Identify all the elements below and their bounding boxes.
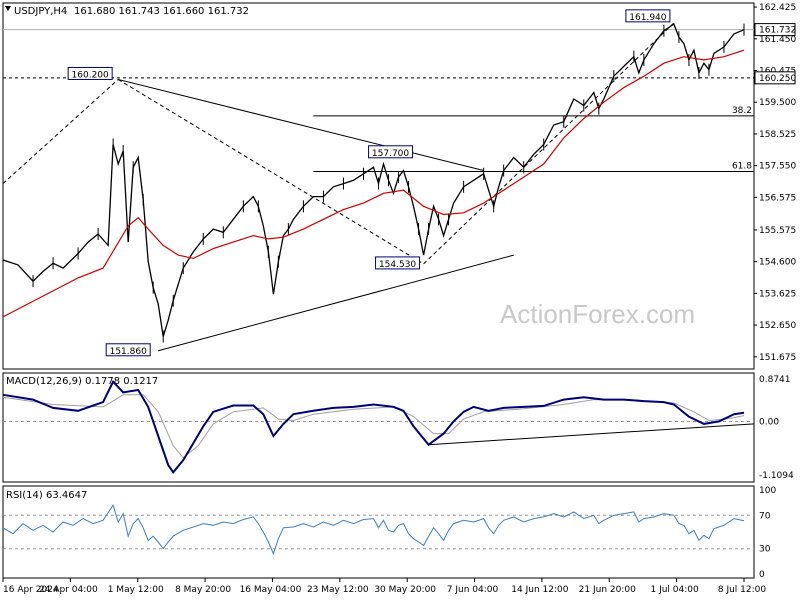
- price-y-tick-label: 153.625: [759, 289, 796, 299]
- price-point-label-box: [368, 145, 414, 159]
- macd-y-tick-label: -1.1094: [759, 471, 794, 481]
- chart-ohlc: 161.680 161.743 161.660 161.732: [74, 6, 249, 17]
- price-point-label: 161.940: [629, 13, 666, 23]
- fib-level-label: 38.2: [732, 106, 752, 116]
- rsi-y-tick-label: 70: [759, 511, 771, 521]
- x-tick-label: 14 Jun 12:00: [511, 585, 568, 595]
- x-tick-label: 16 May 04:00: [240, 585, 302, 595]
- pattern-dashed-line: [2, 79, 119, 184]
- rsi-y-tick-label: 0: [759, 570, 765, 580]
- pattern-dashed-line: [423, 22, 675, 265]
- price-y-tick-label: 155.575: [759, 226, 796, 236]
- macd-line: [2, 379, 745, 474]
- x-tick-label: 8 May 20:00: [175, 585, 231, 595]
- price-y-tick-label: 162.425: [759, 3, 796, 13]
- macd-panel: [2, 372, 755, 483]
- price-point-label: 151.860: [110, 347, 147, 357]
- macd-trendline: [428, 423, 755, 446]
- pattern-dashed-line: [117, 79, 424, 265]
- rsi-title: RSI(14) 63.4647: [6, 490, 87, 501]
- price-y-tick-label: 151.675: [759, 353, 796, 363]
- price-point-label: 154.530: [379, 260, 416, 270]
- price-y-tick-label: 159.500: [759, 98, 796, 108]
- triangle-lower-line: [158, 254, 514, 352]
- price-point-label-box: [625, 9, 671, 23]
- x-tick-label: 21 Jun 20:00: [579, 585, 636, 595]
- price-y-tick-label: 154.600: [759, 258, 796, 268]
- axis-layer: 162.425161.450160.475159.500158.525157.5…: [2, 3, 796, 595]
- rsi-panel: [2, 485, 755, 579]
- x-tick-label: 1 Jul 04:00: [650, 585, 699, 595]
- watermark: ActionForex.com: [500, 299, 695, 329]
- price-y-tick-label: 152.650: [759, 321, 796, 331]
- x-tick-label: 16 Apr 2024: [3, 585, 59, 595]
- price-series-layer: [2, 23, 745, 343]
- level-box: [754, 71, 796, 85]
- price-series-line: [2, 23, 745, 337]
- rsi-y-tick-label: 100: [759, 486, 776, 496]
- price-point-label-box: [67, 66, 113, 80]
- x-tick-label: 7 Jun 04:00: [447, 585, 499, 595]
- chevron-down-icon: [5, 6, 11, 11]
- price-y-tick-label: 158.525: [759, 130, 796, 140]
- rsi-line: [2, 504, 745, 556]
- price-point-label-box: [105, 343, 151, 357]
- triangle-upper-line: [118, 78, 484, 172]
- price-labels-layer: 160.200 157.700 154.530 151.860 161.940: [67, 9, 671, 357]
- x-tick-label: 8 Jul 12:00: [718, 585, 767, 595]
- macd-y-tick-label: 0.8741: [759, 375, 791, 385]
- macd-title: MACD(12,26,9) 0.1778 0.1217: [6, 376, 158, 387]
- macd-y-tick-label: 0.00: [759, 417, 779, 427]
- price-panel: [2, 2, 755, 370]
- rsi-layer: [2, 504, 754, 556]
- current-price-label: 161.732: [759, 26, 796, 36]
- x-tick-label: 30 May 20:00: [374, 585, 436, 595]
- chart-symbol: USDJPY,H4: [14, 6, 67, 17]
- price-y-tick-label: 156.575: [759, 193, 796, 203]
- price-panel-lines: 38.2 61.8: [2, 22, 754, 352]
- rsi-y-tick-label: 30: [759, 545, 771, 555]
- x-tick-label: 1 May 12:00: [108, 585, 164, 595]
- level-label: 160.250: [759, 74, 796, 84]
- price-y-tick-label: 161.450: [759, 35, 796, 45]
- macd-layer: [2, 379, 755, 474]
- price-point-label: 157.700: [372, 149, 409, 159]
- x-tick-label: 23 May 12:00: [307, 585, 369, 595]
- price-y-tick-label: 157.550: [759, 162, 796, 172]
- moving-average-line: [2, 49, 745, 318]
- x-tick-label: 24 Apr 04:00: [39, 585, 98, 595]
- price-point-label-box: [375, 256, 421, 270]
- price-point-label: 160.200: [72, 70, 109, 80]
- fib-level-label: 61.8: [732, 162, 752, 172]
- current-price-box: [754, 23, 796, 37]
